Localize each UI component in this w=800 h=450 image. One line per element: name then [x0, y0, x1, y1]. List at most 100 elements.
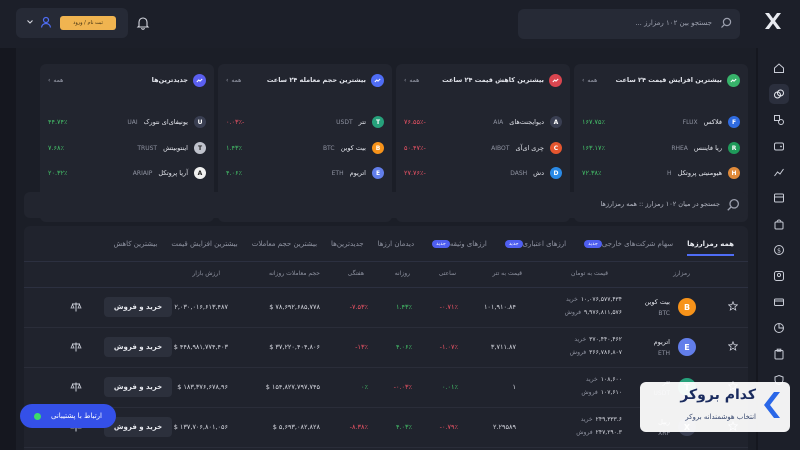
wallet-icon[interactable] — [769, 136, 789, 156]
th-hourly: ساعتی — [438, 270, 456, 277]
tab-3[interactable]: ارزهای وثیقه جدید — [428, 239, 487, 248]
tab-7[interactable]: بیشترین افزایش قیمت — [171, 240, 237, 248]
register-login-button[interactable]: ثبت نام / ورود — [60, 16, 116, 30]
notification-bell-icon[interactable] — [136, 16, 150, 32]
card-coin-row[interactable]: U یونیفای‌ای نتورک UAI ۴۴.۷۴٪ — [48, 114, 206, 130]
card-coin-row[interactable]: H هیومنیتی پروتکل H ۷۲.۳۸٪ — [582, 165, 740, 181]
hourly-change: ۰.۰۱٪ — [441, 383, 458, 391]
card-coin-row[interactable]: B بیت کوین BTC ۱.۴۳٪ — [226, 140, 384, 156]
card-coin-row[interactable]: T تتر USDT -۰.۰۳٪ — [226, 114, 384, 130]
search-icon — [720, 17, 732, 31]
tether-price: ۱ — [512, 383, 517, 391]
card-icon[interactable] — [769, 292, 789, 312]
card-all-link[interactable]: همه — [53, 76, 64, 84]
trend-icon — [549, 73, 562, 87]
tab-1[interactable]: سهام شرکت‌های خارجی جدید — [580, 239, 673, 248]
tab-label: جدیدترین‌ها — [331, 239, 364, 248]
card-all-link[interactable]: همه — [409, 76, 420, 84]
card-coin-row[interactable]: C چری ای‌آی AIBOT -۵۰.۴۷٪ — [404, 140, 562, 156]
chevron-left-icon[interactable]: › — [48, 76, 51, 84]
card-coin-row[interactable]: T اینتوبیتش TRUST ۷.۶۸٪ — [48, 140, 206, 156]
card-coin-row[interactable]: F فلاکس FLUX ۱۶۷.۷۵٪ — [582, 114, 740, 130]
tab-8[interactable]: بیشترین کاهش — [114, 240, 158, 248]
coin-logo-icon: B — [678, 298, 696, 316]
card-coin-row[interactable]: D دش DASH -۲۷.۷۶٪ — [404, 165, 562, 181]
buy-sell-button[interactable]: خرید و فروش — [104, 417, 172, 437]
th-price-toman: قیمت به تومان — [571, 270, 608, 277]
chevron-down-icon[interactable] — [26, 18, 34, 28]
box-icon[interactable] — [769, 188, 789, 208]
buy-price: ۳۷۰,۴۴۰,۴۶۲خرید — [574, 336, 622, 343]
tether-price: ۱۰۱,۹۱۰.۸۴ — [483, 303, 516, 311]
chevron-left-icon[interactable]: › — [404, 76, 407, 84]
compare-scale-icon[interactable] — [70, 381, 82, 395]
favorite-star-icon[interactable] — [727, 340, 739, 353]
compare-scale-icon[interactable] — [70, 301, 82, 315]
table-header: رمزارز قیمت به تومان قیمت به تتر ساعتی ر… — [24, 262, 748, 288]
th-weekly: هفتگی — [347, 270, 364, 277]
card-coin-row[interactable]: A دیوایجنت‌های AIA -۷۶.۵۵٪ — [404, 114, 562, 130]
coin-name[interactable]: بیت کوین — [644, 298, 670, 306]
compare-scale-icon[interactable] — [70, 341, 82, 355]
card-coin-row[interactable]: E اتریوم ETH ۴.۰۶٪ — [226, 165, 384, 181]
clipboard-icon[interactable] — [769, 344, 789, 364]
card-coin-row[interactable]: A آریا پروتکل ARIAIP ۲۰.۳۲٪ — [48, 165, 206, 181]
favorite-star-icon[interactable] — [727, 300, 739, 313]
coins-icon[interactable] — [769, 84, 789, 104]
tab-5[interactable]: جدیدترین‌ها — [331, 240, 364, 248]
main-content: بیشترین افزایش قیمت ۲۴ ساعت همه › F فلاکس FL… — [16, 48, 756, 450]
hourly-change: -۰.۷۱٪ — [439, 303, 458, 311]
svg-text:$: $ — [777, 247, 781, 254]
exchange-icon[interactable] — [769, 110, 789, 130]
card-all-link[interactable]: همه — [587, 76, 598, 84]
site-logo[interactable] — [762, 10, 784, 32]
chevron-left-icon[interactable]: › — [226, 76, 229, 84]
hourly-change: -۰.۷۹٪ — [439, 423, 458, 431]
coin-symbol: ETH — [331, 169, 344, 177]
watermark-title: کدام بروکر — [680, 387, 756, 403]
chevron-left-icon[interactable]: › — [582, 76, 585, 84]
coin-name[interactable]: اتریوم — [653, 338, 670, 346]
home-icon[interactable] — [769, 58, 789, 78]
trend-icon — [727, 73, 740, 87]
buy-sell-button[interactable]: خرید و فروش — [104, 377, 172, 397]
daily-change: ۱.۴۳٪ — [395, 303, 412, 311]
profile-icon[interactable] — [769, 266, 789, 286]
bag-icon[interactable] — [769, 214, 789, 234]
online-dot — [34, 412, 42, 420]
user-menu[interactable]: ثبت نام / ورود — [16, 8, 128, 38]
daily-volume: $ ۱۵۴,۸۲۷,۷۹۷,۷۴۵ — [265, 383, 320, 391]
card-title: بیشترین کاهش قیمت ۲۴ ساعت — [442, 76, 544, 84]
top-search-box[interactable]: جستجو بین ۱۰۲ رمزارز ... — [518, 9, 740, 39]
coin-symbol: TRUST — [137, 144, 158, 152]
card-coin-row[interactable]: R ریا فایننس RHEA ۱۶۳.۱۷٪ — [582, 140, 740, 156]
support-button[interactable]: ارتباط با پشتیبانی — [20, 404, 116, 428]
market-value: $ ۲,۰۳۰,۰۱۶,۶۱۳,۴۸۷ — [168, 303, 228, 311]
buy-sell-button[interactable]: خرید و فروش — [104, 297, 172, 317]
tab-4[interactable]: دیدمان ارزها — [378, 240, 415, 248]
tab-2[interactable]: ارزهای اعتباری جدید — [501, 239, 566, 248]
market-value: $ ۱۸۳,۳۷۶,۶۷۸,۹۶ — [177, 383, 228, 391]
tab-0[interactable]: همه رمزارزها — [687, 240, 734, 256]
buy-price-value: ۲۴۹,۳۳۳.۶ — [595, 416, 622, 423]
pie-chart-icon[interactable] — [769, 318, 789, 338]
daily-volume: $ ۳۷,۲۲۰,۴۰۴,۸۰۶ — [269, 343, 320, 351]
card-all-link[interactable]: همه — [231, 76, 242, 84]
coin-logo-icon: A — [194, 167, 206, 179]
coin-symbol: UAI — [127, 118, 138, 126]
buy-sell-button[interactable]: خرید و فروش — [104, 337, 172, 357]
table-row: E اتریوم ETH ۳۷۰,۴۴۰,۴۶۲خرید ۳۶۶,۷۸۶,۸۰۷فروش… — [24, 328, 748, 368]
hourly-change: -۱.۰۷٪ — [439, 343, 458, 351]
coin-change: ۷.۶۸٪ — [48, 144, 65, 152]
coin-logo-icon: D — [550, 167, 562, 179]
buy-price-value: ۱۰۸,۶۰۰ — [600, 376, 622, 383]
buy-label: خرید — [585, 376, 598, 383]
tab-6[interactable]: بیشترین حجم معاملات — [252, 240, 317, 248]
dollar-icon[interactable]: $ — [769, 240, 789, 260]
tab-label: ارزهای وثیقه — [449, 239, 487, 248]
user-icon[interactable] — [40, 16, 52, 30]
coin-search-box[interactable]: جستجو در میان ۱۰۲ رمزارز :: همه رمزارزها — [24, 192, 748, 218]
weekly-change: -۷.۵۳٪ — [349, 303, 368, 311]
new-badge: جدید — [504, 239, 523, 248]
chart-icon[interactable] — [769, 162, 789, 182]
